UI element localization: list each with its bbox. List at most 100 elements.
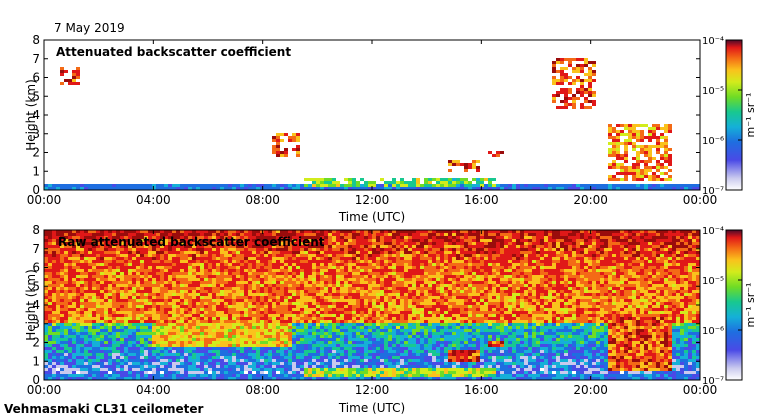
p1-heat-cell: [316, 314, 320, 317]
p1-heat-cell: [296, 266, 300, 269]
p1-heat-cell: [76, 359, 80, 362]
p1-heat-cell: [308, 344, 312, 347]
p1-heat-cell: [240, 296, 244, 299]
p1-heat-cell: [352, 236, 356, 239]
p1-heat-cell: [312, 368, 316, 371]
p0-heat-cell: [500, 187, 504, 190]
p1-heat-cell: [368, 323, 372, 326]
p1-heat-cell: [324, 266, 328, 269]
p1-heat-cell: [260, 338, 264, 341]
p1-heat-cell: [176, 251, 180, 254]
p1-heat-cell: [232, 260, 236, 263]
p1-heat-cell: [256, 290, 260, 293]
p1-heat-cell: [264, 311, 268, 314]
p1-heat-cell: [60, 314, 64, 317]
p1-heat-cell: [320, 233, 324, 236]
p1-heat-cell: [280, 236, 284, 239]
p0-heat-cell: [468, 184, 472, 187]
p1-heat-cell: [160, 335, 164, 338]
p1-heat-cell: [64, 338, 68, 341]
p1-heat-cell: [68, 257, 72, 260]
p1-heat-cell: [208, 350, 212, 353]
p1-heat-cell: [252, 338, 256, 341]
p1-heat-cell: [288, 362, 292, 365]
p1-heat-cell: [84, 302, 88, 305]
p0-heat-cell: [76, 76, 80, 79]
p0-heat-cell: [580, 85, 584, 88]
p1-heat-cell: [148, 308, 152, 311]
p1-heat-cell: [356, 242, 360, 245]
p1-heat-cell: [212, 233, 216, 236]
p1-heat-cell: [312, 341, 316, 344]
p0-heat-cell: [616, 124, 620, 127]
p1-heat-cell: [372, 257, 376, 260]
p1-heat-cell: [68, 245, 72, 248]
p0-heat-cell: [424, 181, 428, 184]
p1-heat-cell: [228, 329, 232, 332]
p1-heat-cell: [188, 281, 192, 284]
p1-heat-cell: [264, 251, 268, 254]
p1-heat-cell: [320, 359, 324, 362]
p1-heat-cell: [300, 374, 304, 377]
p0-heat-cell: [72, 73, 76, 76]
p1-heat-cell: [96, 332, 100, 335]
p1-heat-cell: [268, 371, 272, 374]
p1-heat-cell: [136, 353, 140, 356]
p1-heat-cell: [88, 281, 92, 284]
p1-heat-cell: [216, 233, 220, 236]
p1-heat-cell: [224, 353, 228, 356]
p1-heat-cell: [156, 302, 160, 305]
p0-heat-cell: [172, 187, 176, 190]
p1-heat-cell: [308, 263, 312, 266]
p1-heat-cell: [56, 317, 60, 320]
p1-heat-cell: [180, 329, 184, 332]
p1-heat-cell: [244, 305, 248, 308]
p1-heat-cell: [96, 311, 100, 314]
p1-heat-cell: [244, 275, 248, 278]
p1-heat-cell: [92, 350, 96, 353]
p1-heat-cell: [92, 287, 96, 290]
p0-heat-cell: [680, 187, 684, 190]
p1-heat-cell: [128, 377, 132, 380]
p0-heat-cell: [436, 178, 440, 181]
p1-heat-cell: [324, 245, 328, 248]
p1-heat-cell: [356, 254, 360, 257]
p1-heat-cell: [92, 365, 96, 368]
p0-heat-cell: [648, 178, 652, 181]
p1-heat-cell: [48, 245, 52, 248]
p1-heat-cell: [100, 260, 104, 263]
p1-heat-cell: [140, 359, 144, 362]
p1-heat-cell: [136, 320, 140, 323]
p1-heat-cell: [352, 362, 356, 365]
p0-heat-cell: [648, 154, 652, 157]
p1-heat-cell: [196, 272, 200, 275]
p1-heat-cell: [280, 296, 284, 299]
p1-heat-cell: [68, 302, 72, 305]
p0-heat-cell: [552, 79, 556, 82]
p1-heat-cell: [236, 239, 240, 242]
p1-heat-cell: [284, 299, 288, 302]
p0-heat-cell: [436, 187, 440, 190]
p1-heat-cell: [164, 320, 168, 323]
p1-heat-cell: [244, 371, 248, 374]
p0-heat-cell: [400, 187, 404, 190]
p0-heat-cell: [120, 184, 124, 187]
p1-heat-cell: [96, 359, 100, 362]
p1-heat-cell: [108, 362, 112, 365]
p1-heat-cell: [340, 335, 344, 338]
p1-heat-cell: [232, 242, 236, 245]
p1-heat-cell: [364, 248, 368, 251]
y-tick-label: 4: [32, 108, 40, 122]
p0-heat-cell: [316, 178, 320, 181]
p1-heat-cell: [176, 254, 180, 257]
p1-heat-cell: [184, 242, 188, 245]
p1-heat-cell: [320, 368, 324, 371]
p1-heat-cell: [176, 353, 180, 356]
p1-heat-cell: [284, 248, 288, 251]
p1-heat-cell: [284, 359, 288, 362]
p0-heat-cell: [76, 184, 80, 187]
p1-heat-cell: [132, 248, 136, 251]
p1-heat-cell: [216, 293, 220, 296]
p1-heat-cell: [216, 230, 220, 233]
p1-heat-cell: [156, 293, 160, 296]
